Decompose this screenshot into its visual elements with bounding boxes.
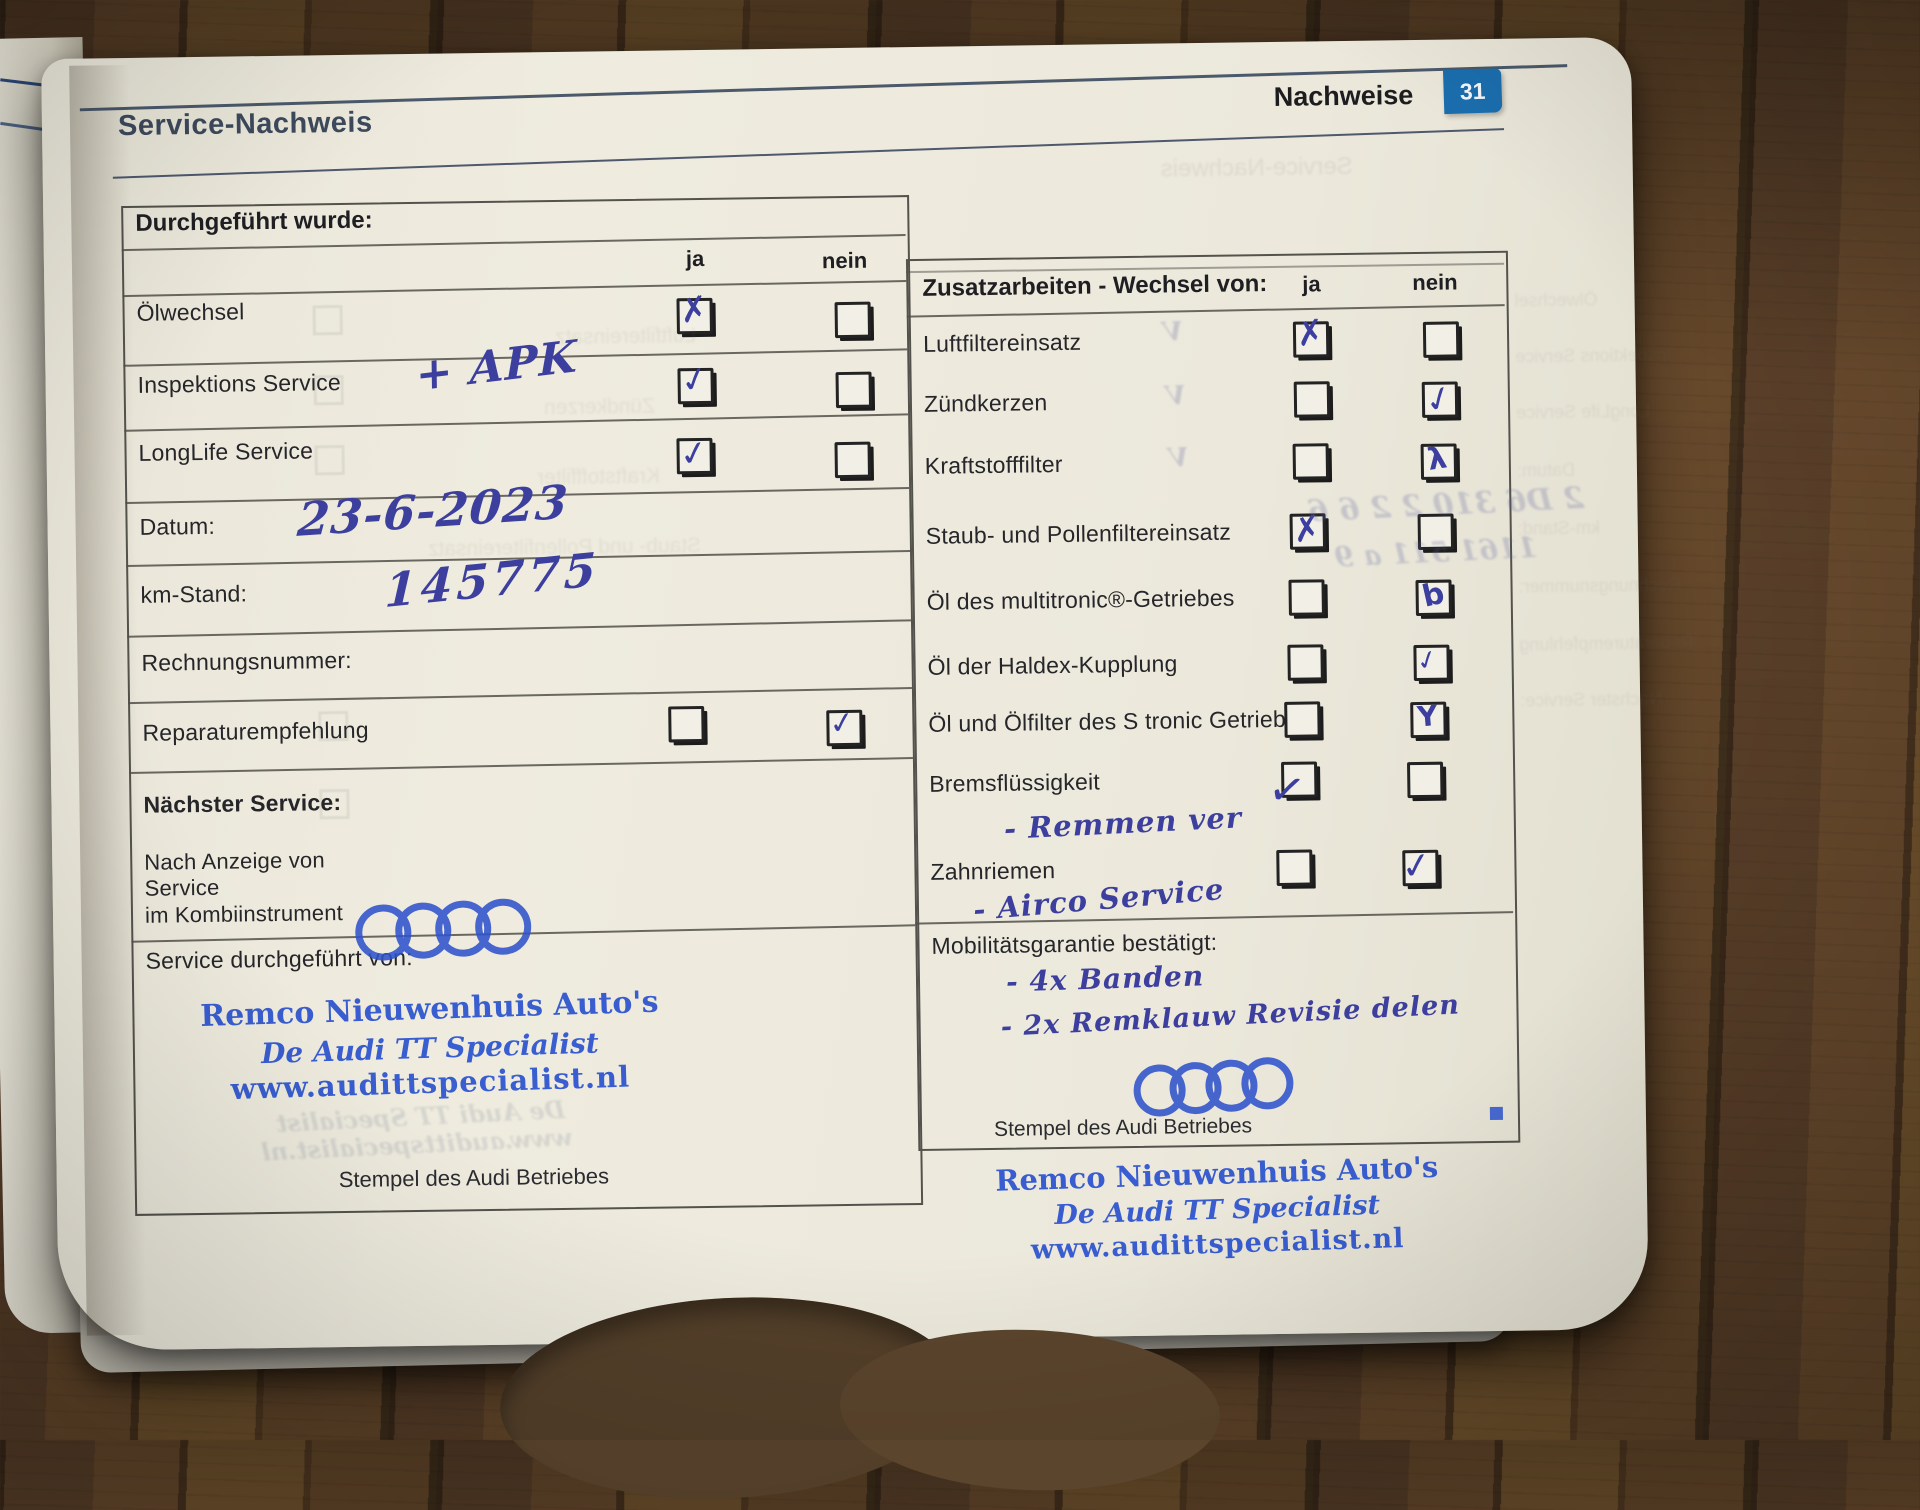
page-number: 31 xyxy=(1459,77,1486,105)
blue-square-mark xyxy=(1489,1106,1504,1121)
bleed-through-text: Rechnungsnummer: xyxy=(1518,574,1681,597)
checkbox-ja xyxy=(668,705,705,743)
pen-checkmark: ✗ xyxy=(1293,311,1328,356)
bleed-through-text: Kraftstofffilter xyxy=(536,464,661,490)
pen-checkmark: ✓ xyxy=(1412,643,1443,679)
checkbox-nein xyxy=(1407,761,1444,799)
checkbox-nein xyxy=(1422,321,1460,358)
checkbox-ja: ✓ xyxy=(676,357,714,405)
bleed-through-check: V xyxy=(1162,316,1184,348)
checkbox-nein: b xyxy=(1415,575,1452,617)
checkbox-nein xyxy=(834,301,872,339)
checkbox-ja xyxy=(1288,579,1325,616)
row-label-line: im Kombiinstrument xyxy=(144,900,344,928)
bleed-through-checkbox xyxy=(314,444,345,476)
bleed-through-text: Inspektions Service xyxy=(1515,344,1672,367)
bleed-through-check: V xyxy=(1168,442,1190,474)
checkbox-ja xyxy=(1284,701,1321,738)
pen-checkmark: ✓ xyxy=(676,431,712,477)
audi-rings-stamp xyxy=(1131,1055,1296,1119)
checkbox-ja xyxy=(1293,381,1331,418)
row-label: Zahnriemen xyxy=(930,857,1056,885)
bleed-through-text: Datum: xyxy=(1516,459,1576,481)
row-label: LongLife Service xyxy=(138,437,314,466)
column-header-nein: nein xyxy=(1412,269,1458,296)
bleed-through-text: Service-Nachweis xyxy=(1160,152,1353,183)
row-label: Öl und Ölfilter des S tronic Getriebes xyxy=(928,705,1311,737)
row-label: Datum: xyxy=(139,512,216,540)
bleed-through-check: V xyxy=(1165,380,1187,412)
section-label: Nachweise xyxy=(1273,80,1414,112)
row-label: Luftfiltereinsatz xyxy=(922,328,1082,357)
column-header-nein: nein xyxy=(821,247,868,274)
bleed-through-text: Staub- und Pollenfiltereinsatz xyxy=(427,533,702,561)
checkbox-ja xyxy=(1292,443,1330,480)
right-table-header: Zusatzarbeiten - Wechsel von: xyxy=(922,270,1268,302)
column-header-ja: ja xyxy=(685,245,705,272)
pen-checkmark: ✓ xyxy=(826,704,858,743)
pen-checkmark: λ xyxy=(1425,440,1450,478)
pen-checkmark: ✓ xyxy=(1418,375,1460,424)
row-label: Staub- und Pollenfiltereinsatz xyxy=(925,518,1232,549)
checkbox-nein xyxy=(834,441,871,479)
handwritten-note: - 4x Banden xyxy=(1005,959,1205,999)
row-label: Bremsflüssigkeit xyxy=(929,768,1101,797)
bleed-through-text: LongLife Service xyxy=(1515,400,1651,423)
left-table-header: Durchgeführt wurde: xyxy=(135,206,373,237)
bleed-through-text: Reparaturempfehlung xyxy=(1519,632,1694,655)
checkbox-nein: λ xyxy=(1420,440,1458,480)
pen-checkmark: ✓ xyxy=(1264,762,1310,819)
checkbox-ja xyxy=(1287,644,1324,681)
checkbox-nein: Y xyxy=(1410,699,1447,739)
row-label: Öl des multitronic®-Getriebes xyxy=(926,584,1235,615)
bleed-through-checkbox xyxy=(319,788,350,820)
row-label: Nächster Service: xyxy=(143,789,342,818)
bleed-through-text: Zündkerzen xyxy=(543,394,656,420)
row-label: Kraftstofffilter xyxy=(924,450,1063,479)
row-label-line: Service xyxy=(144,874,220,901)
checkbox-ja: ✓ xyxy=(1265,761,1318,818)
row-label: Inspektions Service xyxy=(137,369,342,398)
bleed-through-checkbox xyxy=(312,304,343,336)
row-label: km-Stand: xyxy=(140,580,248,608)
checkbox-nein: ✓ xyxy=(1419,376,1460,424)
pen-checkmark: Y xyxy=(1415,699,1439,734)
service-book-page: Service-Nachweis Nachweise 31 Service-Na… xyxy=(41,36,1694,1352)
pen-checkmark: ✓ xyxy=(1398,843,1435,890)
row-label: Öl der Haldex-Kupplung xyxy=(927,650,1178,680)
page-title: Service-Nachweis xyxy=(117,106,373,143)
stamp-caption: Stempel des Audi Betriebes xyxy=(338,1163,610,1193)
checkbox-nein: ✓ xyxy=(826,704,863,747)
bleed-through-text: Nächster Service: xyxy=(1520,688,1663,711)
checkbox-nein: ✓ xyxy=(1398,843,1439,890)
row-label: Rechnungsnummer: xyxy=(141,646,352,676)
stamp-caption: Stempel des Audi Betriebes xyxy=(993,1114,1253,1141)
checkbox-nein xyxy=(835,371,873,409)
row-label-line: Nach Anzeige von xyxy=(144,847,325,875)
checkbox-nein: ✓ xyxy=(1412,643,1450,682)
pen-checkmark: b xyxy=(1418,575,1448,615)
checkbox-ja: ✗ xyxy=(1292,312,1330,358)
column-header-ja: ja xyxy=(1302,271,1321,297)
bleed-through-text: Luftfiltereinsatz xyxy=(554,324,697,350)
checkbox-ja: ✓ xyxy=(676,431,713,477)
checkbox-ja xyxy=(1276,849,1313,886)
row-label: Zündkerzen xyxy=(923,389,1048,417)
row-label: Ölwechsel xyxy=(136,298,245,326)
bleed-through-checkbox xyxy=(318,710,349,742)
bleed-through-text: Ölwechsel xyxy=(1514,289,1598,311)
bleed-through-text: km-Stand: xyxy=(1517,517,1600,539)
bleed-through-checkbox xyxy=(313,374,344,406)
footer-label: Mobilitätsgarantie bestätigt: xyxy=(931,928,1218,959)
page-number-tab: 31 xyxy=(1442,68,1503,115)
audi-rings-stamp xyxy=(353,897,533,962)
